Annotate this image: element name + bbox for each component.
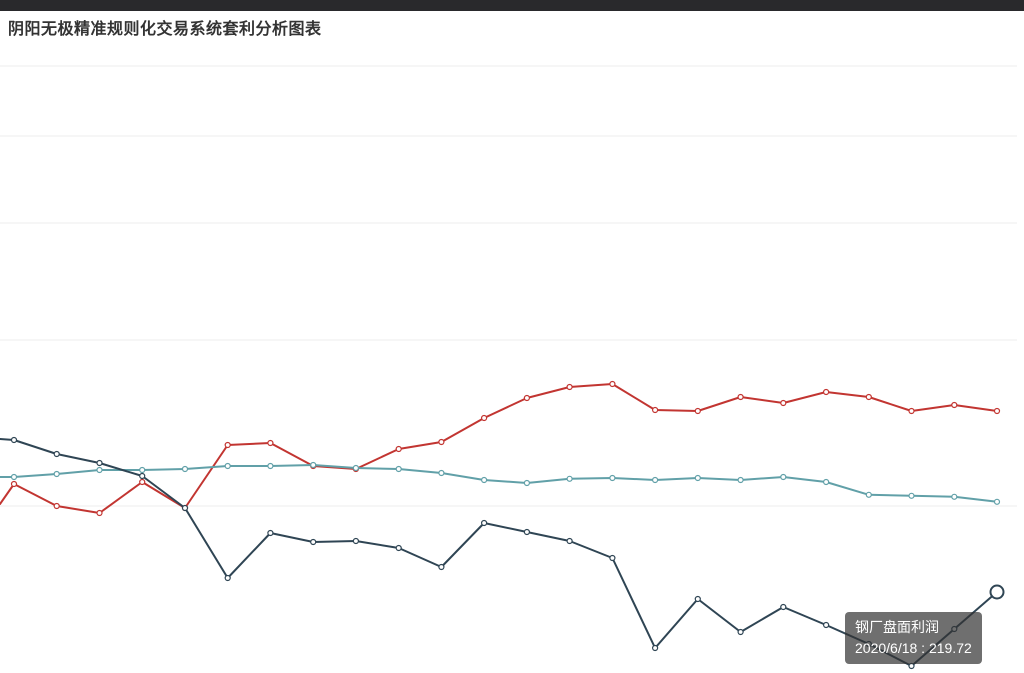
data-point-teal[interactable] xyxy=(224,462,231,470)
data-point-dark-navy[interactable] xyxy=(267,529,274,537)
data-point-teal[interactable] xyxy=(993,498,1001,505)
data-point-teal[interactable] xyxy=(395,465,402,473)
data-point-teal[interactable] xyxy=(694,474,701,482)
data-point-teal[interactable] xyxy=(908,492,915,499)
data-point-red[interactable] xyxy=(908,407,915,415)
data-point-dark-navy[interactable] xyxy=(10,436,18,444)
data-point-red[interactable] xyxy=(438,438,445,446)
data-point-red[interactable] xyxy=(481,414,488,422)
data-point-red[interactable] xyxy=(737,393,744,401)
data-point-dark-navy[interactable] xyxy=(651,644,659,652)
data-point-red[interactable] xyxy=(53,502,60,510)
series-line-dark-navy xyxy=(0,438,998,667)
data-point-dark-navy[interactable] xyxy=(822,621,830,629)
data-point-teal[interactable] xyxy=(780,473,787,481)
data-point-dark-navy[interactable] xyxy=(694,595,701,603)
data-point-teal[interactable] xyxy=(737,476,744,484)
data-point-teal[interactable] xyxy=(822,478,830,486)
data-point-dark-navy[interactable] xyxy=(224,574,231,582)
series-line-red xyxy=(0,383,998,514)
data-point-dark-navy[interactable] xyxy=(951,625,958,633)
data-point-dark-navy[interactable] xyxy=(96,459,103,467)
data-point-dark-navy[interactable] xyxy=(53,450,60,458)
data-point-teal[interactable] xyxy=(523,479,531,487)
data-point-red[interactable] xyxy=(523,394,531,402)
data-point-dark-navy[interactable] xyxy=(737,628,744,636)
series-line-teal xyxy=(0,464,998,503)
data-point-dark-navy[interactable] xyxy=(181,504,189,512)
data-point-dark-navy[interactable] xyxy=(908,662,915,670)
data-point-red[interactable] xyxy=(865,393,872,401)
data-point-red[interactable] xyxy=(780,399,787,407)
data-point-red[interactable] xyxy=(267,439,274,447)
data-point-red[interactable] xyxy=(651,406,659,414)
data-point-dark-navy[interactable] xyxy=(523,528,531,536)
highlighted-data-point-dark-navy[interactable] xyxy=(989,584,1005,600)
data-point-red[interactable] xyxy=(395,445,402,453)
data-point-teal[interactable] xyxy=(267,462,274,470)
data-point-teal[interactable] xyxy=(96,466,103,474)
data-point-dark-navy[interactable] xyxy=(566,537,573,545)
data-point-teal[interactable] xyxy=(566,475,573,482)
data-point-dark-navy[interactable] xyxy=(609,554,616,562)
data-point-teal[interactable] xyxy=(951,493,958,500)
data-point-dark-navy[interactable] xyxy=(438,563,445,571)
data-point-red[interactable] xyxy=(10,480,18,488)
data-point-teal[interactable] xyxy=(53,470,60,478)
top-bar xyxy=(0,0,1024,11)
data-point-dark-navy[interactable] xyxy=(481,519,488,527)
data-point-teal[interactable] xyxy=(438,469,445,477)
data-point-teal[interactable] xyxy=(181,465,189,473)
data-point-dark-navy[interactable] xyxy=(310,538,317,546)
data-point-teal[interactable] xyxy=(609,474,616,482)
data-point-red[interactable] xyxy=(224,441,231,449)
chart-title: 阴阳无极精准规则化交易系统套利分析图表 xyxy=(8,21,322,38)
data-point-red[interactable] xyxy=(993,407,1001,415)
data-point-dark-navy[interactable] xyxy=(395,544,402,552)
data-point-red[interactable] xyxy=(139,478,146,486)
data-point-red[interactable] xyxy=(609,380,616,388)
data-point-teal[interactable] xyxy=(310,461,317,469)
data-point-red[interactable] xyxy=(694,407,701,415)
data-point-dark-navy[interactable] xyxy=(780,603,787,611)
data-point-teal[interactable] xyxy=(10,473,18,481)
data-point-teal[interactable] xyxy=(865,491,872,498)
data-point-teal[interactable] xyxy=(139,466,146,474)
data-point-dark-navy[interactable] xyxy=(352,537,359,545)
data-point-red[interactable] xyxy=(951,401,958,409)
data-point-dark-navy[interactable] xyxy=(139,472,146,480)
data-point-teal[interactable] xyxy=(481,476,488,484)
data-point-dark-navy[interactable] xyxy=(865,640,872,648)
data-point-red[interactable] xyxy=(96,509,103,517)
data-point-teal[interactable] xyxy=(352,464,359,472)
data-point-red[interactable] xyxy=(822,388,830,396)
data-point-red[interactable] xyxy=(566,383,573,391)
data-point-teal[interactable] xyxy=(651,476,659,484)
